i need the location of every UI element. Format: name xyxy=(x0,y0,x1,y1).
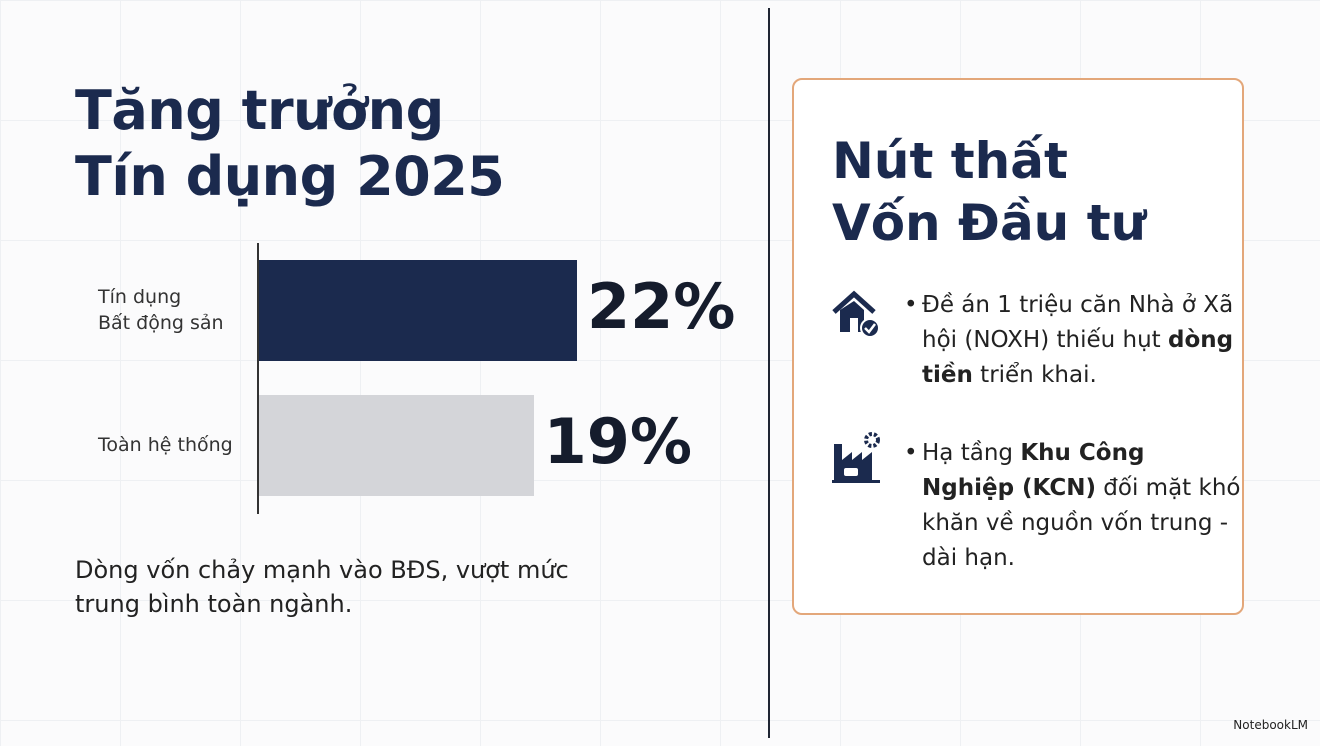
text: triển khai. xyxy=(972,362,1097,388)
text: Đề án 1 triệu căn Nhà ở Xã hội (NOXH) th… xyxy=(922,292,1234,353)
slide-title: Tăng trưởng Tín dụng 2025 xyxy=(75,78,505,210)
title-line: Tín dụng 2025 xyxy=(75,145,505,208)
bold-text: dòng tiền xyxy=(922,327,1234,388)
bold-text: Khu Công Nghiệp (KCN) xyxy=(922,440,1145,501)
axis-line xyxy=(257,243,259,514)
title-line: Tăng trưởng xyxy=(75,79,444,142)
text: đối mặt khó khăn về nguồn vốn trung - dà… xyxy=(922,475,1241,571)
card: Nút thất Vốn Đầu tư Đề án 1 triệu căn Nh… xyxy=(792,78,1244,615)
bar xyxy=(259,260,577,361)
value-label: 19% xyxy=(543,405,693,478)
title-line: Nút thất xyxy=(832,132,1068,190)
text: Hạ tầng xyxy=(922,440,1021,466)
title-line: Vốn Đầu tư xyxy=(832,194,1147,252)
card-title: Nút thất Vốn Đầu tư xyxy=(832,130,1146,254)
bar xyxy=(259,395,534,496)
divider xyxy=(768,8,770,738)
caption: Dòng vốn chảy mạnh vào BĐS, vượt mức tru… xyxy=(75,556,569,618)
bullet: Hạ tầng Khu Công Nghiệp (KCN) đối mặt kh… xyxy=(904,436,1242,576)
bullet: Đề án 1 triệu căn Nhà ở Xã hội (NOXH) th… xyxy=(904,288,1242,393)
category-label: Toàn hệ thống xyxy=(98,434,233,456)
brand: NotebookLM xyxy=(1233,718,1308,732)
factory-icon xyxy=(832,432,880,483)
category-label: Tín dụng Bất động sản xyxy=(98,286,224,334)
house-icon xyxy=(832,290,880,338)
value-label: 22% xyxy=(587,270,736,343)
